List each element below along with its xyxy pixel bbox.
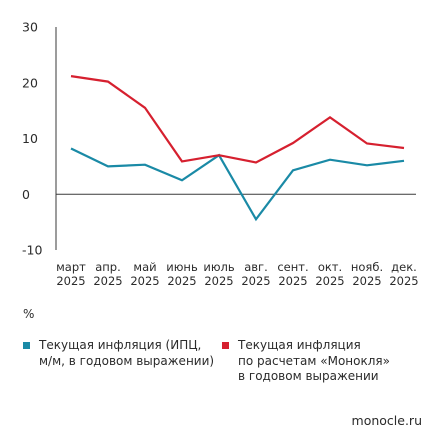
series-line-cpi — [70, 147, 405, 222]
series-line-monocle — [70, 75, 405, 164]
legend-label-monocle: Текущая инфляция по расчетам «Монокля» в… — [238, 338, 390, 383]
y-tick-label: -10 — [22, 243, 42, 258]
y-tick-label: 0 — [22, 187, 30, 202]
x-tick-label: июль 2025 — [203, 260, 235, 288]
source-label: monocle.ru — [351, 413, 422, 428]
legend-label-cpi: Текущая инфляция (ИПЦ, м/м, в годовом вы… — [39, 338, 215, 368]
x-tick-label: окт. 2025 — [315, 260, 344, 288]
y-tick-label: 10 — [22, 131, 38, 146]
y-axis-labels: -10 0 10 20 30 — [22, 20, 42, 258]
x-tick-label: сент. 2025 — [277, 260, 308, 288]
x-tick-label: март 2025 — [56, 260, 86, 288]
unit-label: % — [23, 307, 35, 321]
x-tick-label: май 2025 — [130, 260, 159, 288]
x-tick-label: июнь 2025 — [166, 260, 198, 288]
x-tick-label: нояб. 2025 — [351, 260, 383, 288]
legend-swatch-monocle — [222, 342, 229, 349]
chart-series — [70, 75, 405, 222]
chart-axes — [55, 27, 416, 250]
y-tick-label: 20 — [22, 75, 38, 90]
x-tick-label: апр. 2025 — [93, 260, 122, 288]
x-tick-label: дек. 2025 — [389, 260, 418, 288]
y-tick-label: 30 — [22, 20, 38, 35]
x-tick-label: авг. 2025 — [241, 260, 270, 288]
legend-swatch-cpi — [23, 342, 30, 349]
